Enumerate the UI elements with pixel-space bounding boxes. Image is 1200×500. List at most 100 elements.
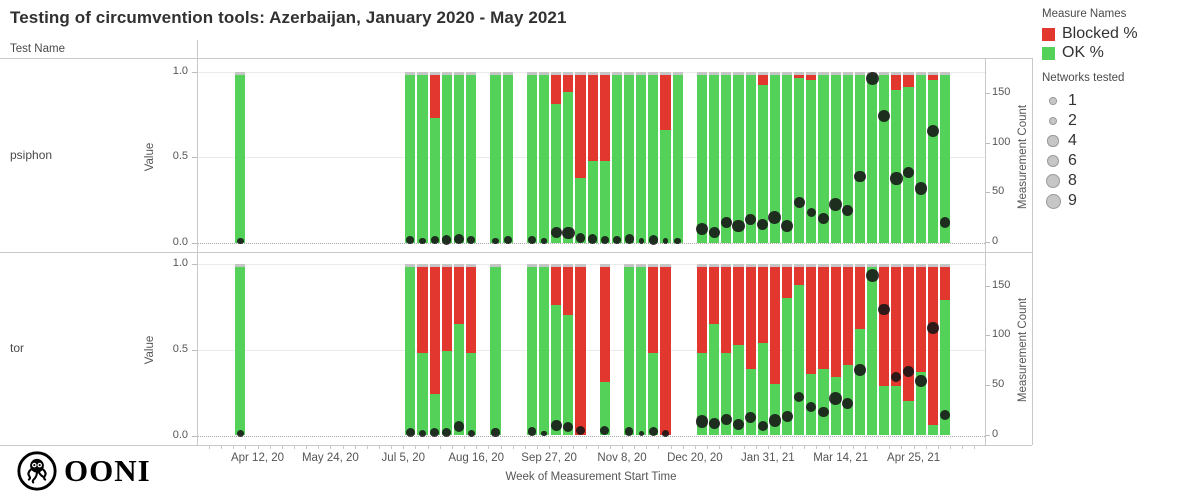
bar-ok-psiphon-Mar 21, 21[interactable] <box>854 74 866 243</box>
bar-blocked-tor-Feb 7, 21[interactable] <box>781 267 793 299</box>
networks-dot-tor-May 2, 21[interactable] <box>927 322 939 335</box>
bar-ok-tor-Feb 14, 21[interactable] <box>794 284 805 436</box>
networks-dot-tor-Nov 8, 20[interactable] <box>625 427 634 436</box>
bar-cap-psiphon[interactable] <box>551 71 562 75</box>
bar-blocked-psiphon-Oct 25, 20[interactable] <box>599 74 610 161</box>
bar-blocked-tor-Aug 9, 20[interactable] <box>466 267 477 354</box>
networks-dot-psiphon-Jan 17, 21[interactable] <box>745 213 757 225</box>
networks-dot-psiphon-Aug 23, 20[interactable] <box>491 237 499 245</box>
bar-ok-tor-Sep 13, 20[interactable] <box>526 267 537 436</box>
bar-ok-tor-Aug 2, 20[interactable] <box>453 324 465 436</box>
bar-cap-tor[interactable] <box>441 264 452 268</box>
bar-blocked-psiphon-Jul 19, 20[interactable] <box>429 74 440 118</box>
bar-cap-psiphon[interactable] <box>648 71 659 75</box>
bar-cap-psiphon[interactable] <box>696 71 708 75</box>
bar-ok-tor-Nov 15, 20[interactable] <box>636 267 647 436</box>
bar-cap-psiphon[interactable] <box>405 71 416 75</box>
bar-ok-tor-Feb 28, 21[interactable] <box>818 368 829 436</box>
bar-ok-tor-Mar 29, 20[interactable] <box>235 267 246 436</box>
bar-ok-tor-Jan 10, 21[interactable] <box>733 344 744 436</box>
bar-cap-psiphon[interactable] <box>757 71 768 75</box>
bar-ok-tor-Dec 20, 20[interactable] <box>696 353 708 436</box>
networks-dot-psiphon-Nov 15, 20[interactable] <box>638 238 644 244</box>
networks-dot-psiphon-Aug 30, 20[interactable] <box>503 235 512 245</box>
networks-dot-tor-Apr 11, 21[interactable] <box>891 371 902 382</box>
bar-ok-psiphon-Sep 27, 20[interactable] <box>551 104 562 243</box>
bar-blocked-psiphon-May 2, 21[interactable] <box>927 74 938 81</box>
bar-cap-tor[interactable] <box>867 264 878 268</box>
bar-ok-psiphon-Mar 29, 20[interactable] <box>235 74 246 243</box>
networks-dot-psiphon-Aug 9, 20[interactable] <box>467 235 476 245</box>
bar-blocked-psiphon-Apr 18, 21[interactable] <box>903 74 914 87</box>
bar-ok-psiphon-Aug 30, 20[interactable] <box>502 74 513 243</box>
bar-cap-tor[interactable] <box>417 264 428 268</box>
bar-ok-tor-Sep 20, 20[interactable] <box>538 267 550 436</box>
bar-cap-tor[interactable] <box>891 264 902 268</box>
bar-ok-tor-Mar 7, 21[interactable] <box>830 377 841 436</box>
networks-dot-tor-Nov 15, 20[interactable] <box>638 430 644 437</box>
bar-blocked-tor-Jul 26, 20[interactable] <box>441 267 452 352</box>
bar-blocked-tor-Jan 3, 21[interactable] <box>721 267 732 354</box>
bar-blocked-psiphon-Jan 24, 21[interactable] <box>757 74 768 86</box>
bar-ok-tor-May 2, 21[interactable] <box>927 425 938 436</box>
bar-ok-tor-Jul 5, 20[interactable] <box>405 267 416 436</box>
networks-dot-psiphon-Apr 11, 21[interactable] <box>890 172 903 185</box>
bar-blocked-tor-Apr 18, 21[interactable] <box>903 267 914 402</box>
bar-ok-psiphon-Nov 15, 20[interactable] <box>636 74 647 243</box>
bar-ok-tor-Dec 27, 20[interactable] <box>709 324 720 436</box>
bar-ok-psiphon-Oct 25, 20[interactable] <box>599 160 610 243</box>
bar-ok-psiphon-Apr 4, 21[interactable] <box>879 74 890 243</box>
bar-ok-psiphon-Feb 28, 21[interactable] <box>818 74 829 243</box>
bar-blocked-tor-Jul 19, 20[interactable] <box>429 267 440 395</box>
bar-cap-tor[interactable] <box>599 264 610 268</box>
networks-dot-psiphon-Oct 25, 20[interactable] <box>600 235 609 245</box>
bar-cap-tor[interactable] <box>466 264 477 268</box>
legend-size-item-1[interactable]: 1 <box>1044 92 1077 110</box>
bar-ok-tor-Aug 23, 20[interactable] <box>490 267 501 436</box>
bar-ok-psiphon-Sep 13, 20[interactable] <box>526 74 537 243</box>
networks-dot-psiphon-Dec 6, 20[interactable] <box>674 237 682 245</box>
networks-dot-tor-Jan 24, 21[interactable] <box>757 420 768 431</box>
bar-cap-psiphon[interactable] <box>636 71 647 75</box>
bar-ok-psiphon-Jan 3, 21[interactable] <box>721 74 732 243</box>
networks-dot-psiphon-Apr 4, 21[interactable] <box>878 109 891 123</box>
bar-cap-psiphon[interactable] <box>672 71 683 75</box>
bar-blocked-tor-Jan 17, 21[interactable] <box>745 267 756 369</box>
bar-cap-psiphon[interactable] <box>830 71 841 75</box>
bar-ok-psiphon-Jul 12, 20[interactable] <box>417 74 428 243</box>
bar-cap-tor[interactable] <box>660 264 671 268</box>
bar-cap-psiphon[interactable] <box>441 71 452 75</box>
bar-blocked-psiphon-Apr 11, 21[interactable] <box>891 74 902 91</box>
bar-ok-psiphon-Dec 6, 20[interactable] <box>672 74 683 243</box>
networks-dot-psiphon-Feb 28, 21[interactable] <box>818 212 829 224</box>
networks-dot-psiphon-Jan 31, 21[interactable] <box>768 210 782 224</box>
bar-cap-psiphon[interactable] <box>490 71 501 75</box>
bar-ok-tor-Mar 21, 21[interactable] <box>854 329 866 436</box>
bar-cap-tor[interactable] <box>757 264 768 268</box>
networks-dot-psiphon-Jan 3, 21[interactable] <box>720 216 732 228</box>
bar-blocked-psiphon-Feb 21, 21[interactable] <box>806 74 817 81</box>
bar-blocked-tor-Oct 25, 20[interactable] <box>599 267 610 383</box>
networks-dot-tor-Jul 19, 20[interactable] <box>430 427 440 438</box>
bar-blocked-tor-Feb 28, 21[interactable] <box>818 267 829 369</box>
networks-dot-tor-Mar 21, 21[interactable] <box>854 364 866 376</box>
bar-blocked-tor-Jan 10, 21[interactable] <box>733 267 744 345</box>
networks-dot-psiphon-Apr 25, 21[interactable] <box>914 182 927 195</box>
bar-blocked-tor-Feb 14, 21[interactable] <box>794 267 805 285</box>
networks-dot-tor-Apr 18, 21[interactable] <box>903 366 914 378</box>
bar-ok-psiphon-Dec 20, 20[interactable] <box>696 74 708 243</box>
bar-ok-tor-Nov 22, 20[interactable] <box>648 353 659 436</box>
networks-dot-tor-Sep 27, 20[interactable] <box>550 420 562 431</box>
networks-dot-tor-Aug 9, 20[interactable] <box>467 430 475 437</box>
networks-dot-psiphon-Oct 18, 20[interactable] <box>588 234 598 244</box>
bar-blocked-psiphon-Oct 11, 20[interactable] <box>575 74 586 178</box>
networks-dot-psiphon-Jan 24, 21[interactable] <box>757 218 769 230</box>
bar-ok-psiphon-Dec 27, 20[interactable] <box>709 74 720 243</box>
bar-cap-tor[interactable] <box>235 264 246 268</box>
bar-cap-psiphon[interactable] <box>599 71 610 75</box>
bar-ok-tor-Jan 24, 21[interactable] <box>757 342 768 436</box>
legend-item-ok[interactable]: OK % <box>1042 44 1104 62</box>
bar-blocked-tor-Mar 21, 21[interactable] <box>854 267 866 330</box>
bar-ok-tor-Apr 11, 21[interactable] <box>891 385 902 436</box>
networks-dot-psiphon-Jan 10, 21[interactable] <box>732 219 745 233</box>
